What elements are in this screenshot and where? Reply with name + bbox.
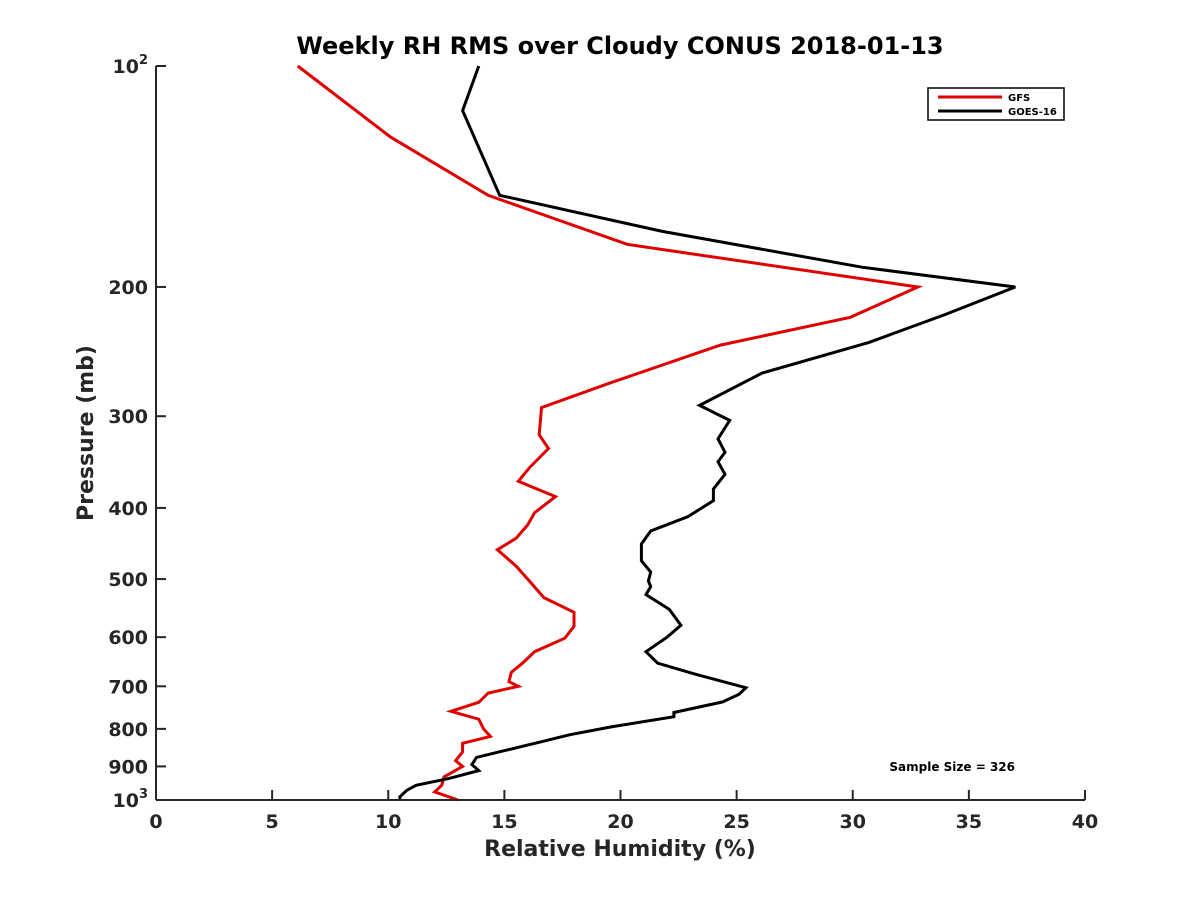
legend-entry-gfs: GFS: [1008, 93, 1030, 104]
x-axis-label: Relative Humidity (%): [484, 837, 756, 862]
x-tick-label: 30: [840, 811, 866, 833]
x-tick-label: 10: [375, 811, 401, 833]
x-tick-label: 25: [723, 811, 749, 833]
x-tick-label: 35: [956, 811, 982, 833]
legend-box: [927, 87, 1065, 121]
y-tick-label: 600: [108, 627, 148, 649]
x-tick-label: 40: [1072, 811, 1098, 833]
legend-entry-goes16: GOES-16: [1008, 107, 1057, 118]
y-tick-label: 500: [108, 569, 148, 591]
x-tick-label: 0: [149, 811, 162, 833]
x-tick-label: 5: [266, 811, 279, 833]
y-tick-label: 700: [108, 676, 148, 698]
y-tick-label: 103: [113, 787, 149, 812]
sample-size-annotation: Sample Size = 326: [889, 760, 1015, 774]
y-tick-label: 400: [108, 498, 148, 520]
axes: 0 5 10 15 20 25 30 35 40 102 200 300 400 500 600 700 800…: [108, 53, 1098, 833]
y-tick-label: 300: [108, 406, 148, 428]
chart-title: Weekly RH RMS over Cloudy CONUS 2018-01-…: [296, 32, 943, 60]
series-lines: [296, 64, 1016, 802]
y-tick-label: 900: [108, 756, 148, 778]
series-line-goes16: [398, 65, 1016, 800]
y-tick-label: 800: [108, 719, 148, 741]
y-tick-label: 102: [113, 53, 149, 78]
legend: GFS GOES-16: [927, 87, 1065, 121]
series-line-gfs: [296, 64, 924, 802]
y-tick-label: 200: [108, 277, 148, 299]
x-tick-label: 20: [607, 811, 633, 833]
x-tick-label: 15: [491, 811, 517, 833]
y-axis-label: Pressure (mb): [74, 345, 99, 521]
